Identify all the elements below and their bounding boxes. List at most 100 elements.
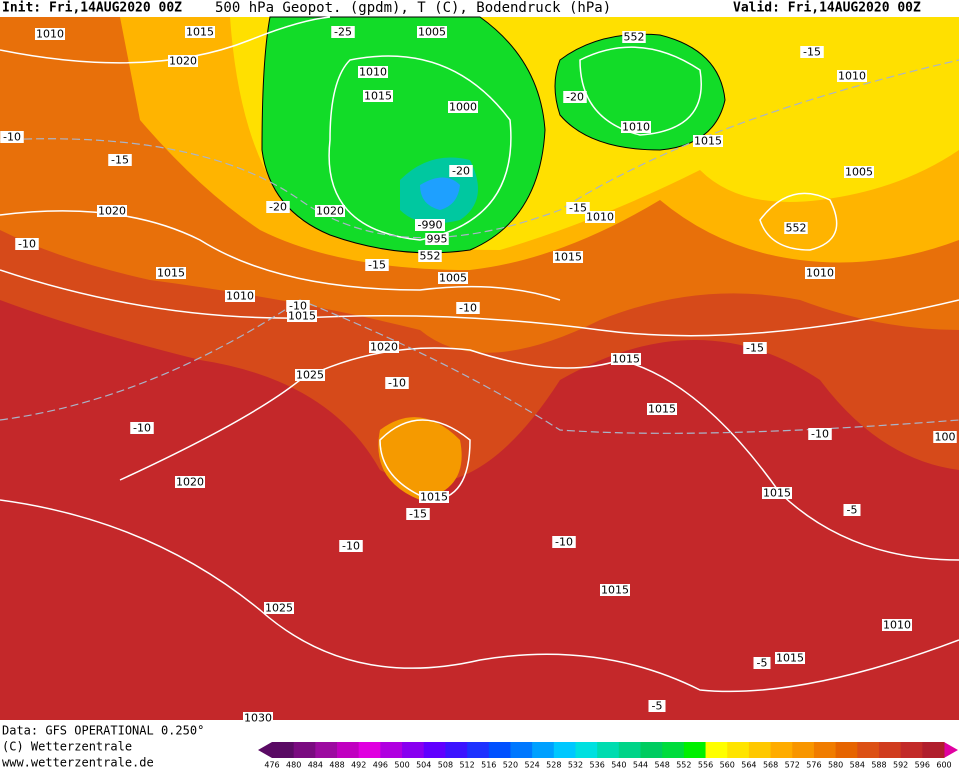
- label-box: [331, 26, 355, 38]
- scale-arrow: [944, 742, 958, 758]
- label-box: [417, 26, 447, 38]
- scale-swatch: [640, 742, 663, 758]
- contour-label: 1010: [226, 290, 254, 303]
- label-box: [175, 476, 205, 488]
- contour-label: 552: [786, 222, 807, 235]
- label-box: [286, 300, 310, 312]
- scale-swatch: [402, 742, 425, 758]
- init-time: Init: Fri,14AUG2020 00Z: [2, 1, 182, 16]
- label-box: [418, 250, 442, 262]
- scale-label: 496: [373, 761, 388, 770]
- contour-label: -15: [569, 202, 587, 215]
- contour-label: 1015: [694, 135, 722, 148]
- scale-swatch: [553, 742, 576, 758]
- label-box: [243, 712, 273, 724]
- contour-label: 1015: [288, 310, 316, 323]
- contour-label: 1025: [265, 602, 293, 615]
- scale-label: 488: [329, 761, 344, 770]
- contour-label: -25: [334, 26, 352, 39]
- contour-label: 1030: [244, 712, 272, 725]
- label-box: [784, 222, 808, 234]
- scale-label: 476: [264, 761, 279, 770]
- label-box: [800, 46, 824, 58]
- scale-label: 504: [416, 761, 431, 770]
- contour-label: -15: [111, 154, 129, 167]
- scale-swatch: [727, 742, 750, 758]
- scale-label: 536: [590, 761, 605, 770]
- label-box: [753, 657, 771, 669]
- label-box: [448, 101, 478, 113]
- map-title: 500 hPa Geopot. (gpdm), T (C), Bodendruc…: [215, 0, 611, 16]
- scale-label: 540: [611, 761, 626, 770]
- label-box: [805, 267, 835, 279]
- contour-label: 1010: [838, 70, 866, 83]
- scale-label: 576: [806, 761, 821, 770]
- scale-label: 572: [785, 761, 800, 770]
- contour-label: -20: [566, 91, 584, 104]
- scale-swatch: [813, 742, 837, 758]
- label-box: [693, 135, 723, 147]
- scale-swatch: [618, 742, 642, 758]
- contour-label: 1015: [364, 90, 392, 103]
- label-box: [185, 26, 215, 38]
- scale-swatch: [683, 742, 707, 758]
- scale-swatch: [423, 742, 446, 758]
- label-box: [808, 428, 832, 440]
- contour-label: -15: [368, 259, 386, 272]
- scale-label: 516: [481, 761, 496, 770]
- contour-label: 995: [427, 233, 448, 246]
- contour-label: -5: [757, 657, 768, 670]
- scale-swatch: [358, 742, 381, 758]
- scale-label: 500: [394, 761, 409, 770]
- contour-label: -5: [652, 700, 663, 713]
- scale-label: 556: [698, 761, 713, 770]
- label-box: [108, 154, 132, 166]
- scale-label: 548: [655, 761, 670, 770]
- scale-swatch: [835, 742, 858, 758]
- contour-label: 1015: [157, 267, 185, 280]
- scale-label: 520: [503, 761, 518, 770]
- label-box: [552, 536, 576, 548]
- scale-label: 480: [286, 761, 301, 770]
- scale-label: 508: [438, 761, 453, 770]
- label-box: [743, 342, 767, 354]
- contour-label: -15: [409, 508, 427, 521]
- scale-swatch: [510, 742, 533, 758]
- contour-label: 1015: [554, 251, 582, 264]
- scale-label: 524: [524, 761, 539, 770]
- contour-label: 1000: [449, 101, 477, 114]
- contour-label: -10: [811, 428, 829, 441]
- label-box: [563, 91, 587, 103]
- label-box: [456, 302, 480, 314]
- contour-label: 1015: [186, 26, 214, 39]
- label-box: [168, 55, 198, 67]
- label-box: [225, 290, 255, 302]
- contour-label: 1020: [169, 55, 197, 68]
- contour-label: -20: [452, 165, 470, 178]
- label-box: [365, 259, 389, 271]
- contour-label: -10: [18, 238, 36, 251]
- label-box: [264, 602, 294, 614]
- contour-label: 1025: [296, 369, 324, 382]
- contour-label: 1010: [883, 619, 911, 632]
- contour-label: 1010: [806, 267, 834, 280]
- scale-swatch: [878, 742, 902, 758]
- contour-label: -10: [3, 131, 21, 144]
- contour-label: -10: [133, 422, 151, 435]
- label-box: [843, 504, 861, 516]
- contour-label: 1010: [36, 28, 64, 41]
- scale-label: 544: [633, 761, 648, 770]
- scale-swatch: [575, 742, 598, 758]
- label-box: [369, 341, 399, 353]
- label-box: [622, 31, 646, 43]
- label-box: [130, 422, 154, 434]
- contour-label: 1015: [601, 584, 629, 597]
- label-box: [425, 233, 449, 245]
- contour-label: -15: [803, 46, 821, 59]
- scale-swatch: [900, 742, 923, 758]
- scale-label: 552: [676, 761, 691, 770]
- scale-label: 568: [763, 761, 778, 770]
- scale-swatch: [293, 742, 316, 758]
- label-box: [0, 131, 24, 143]
- label-box: [415, 219, 445, 231]
